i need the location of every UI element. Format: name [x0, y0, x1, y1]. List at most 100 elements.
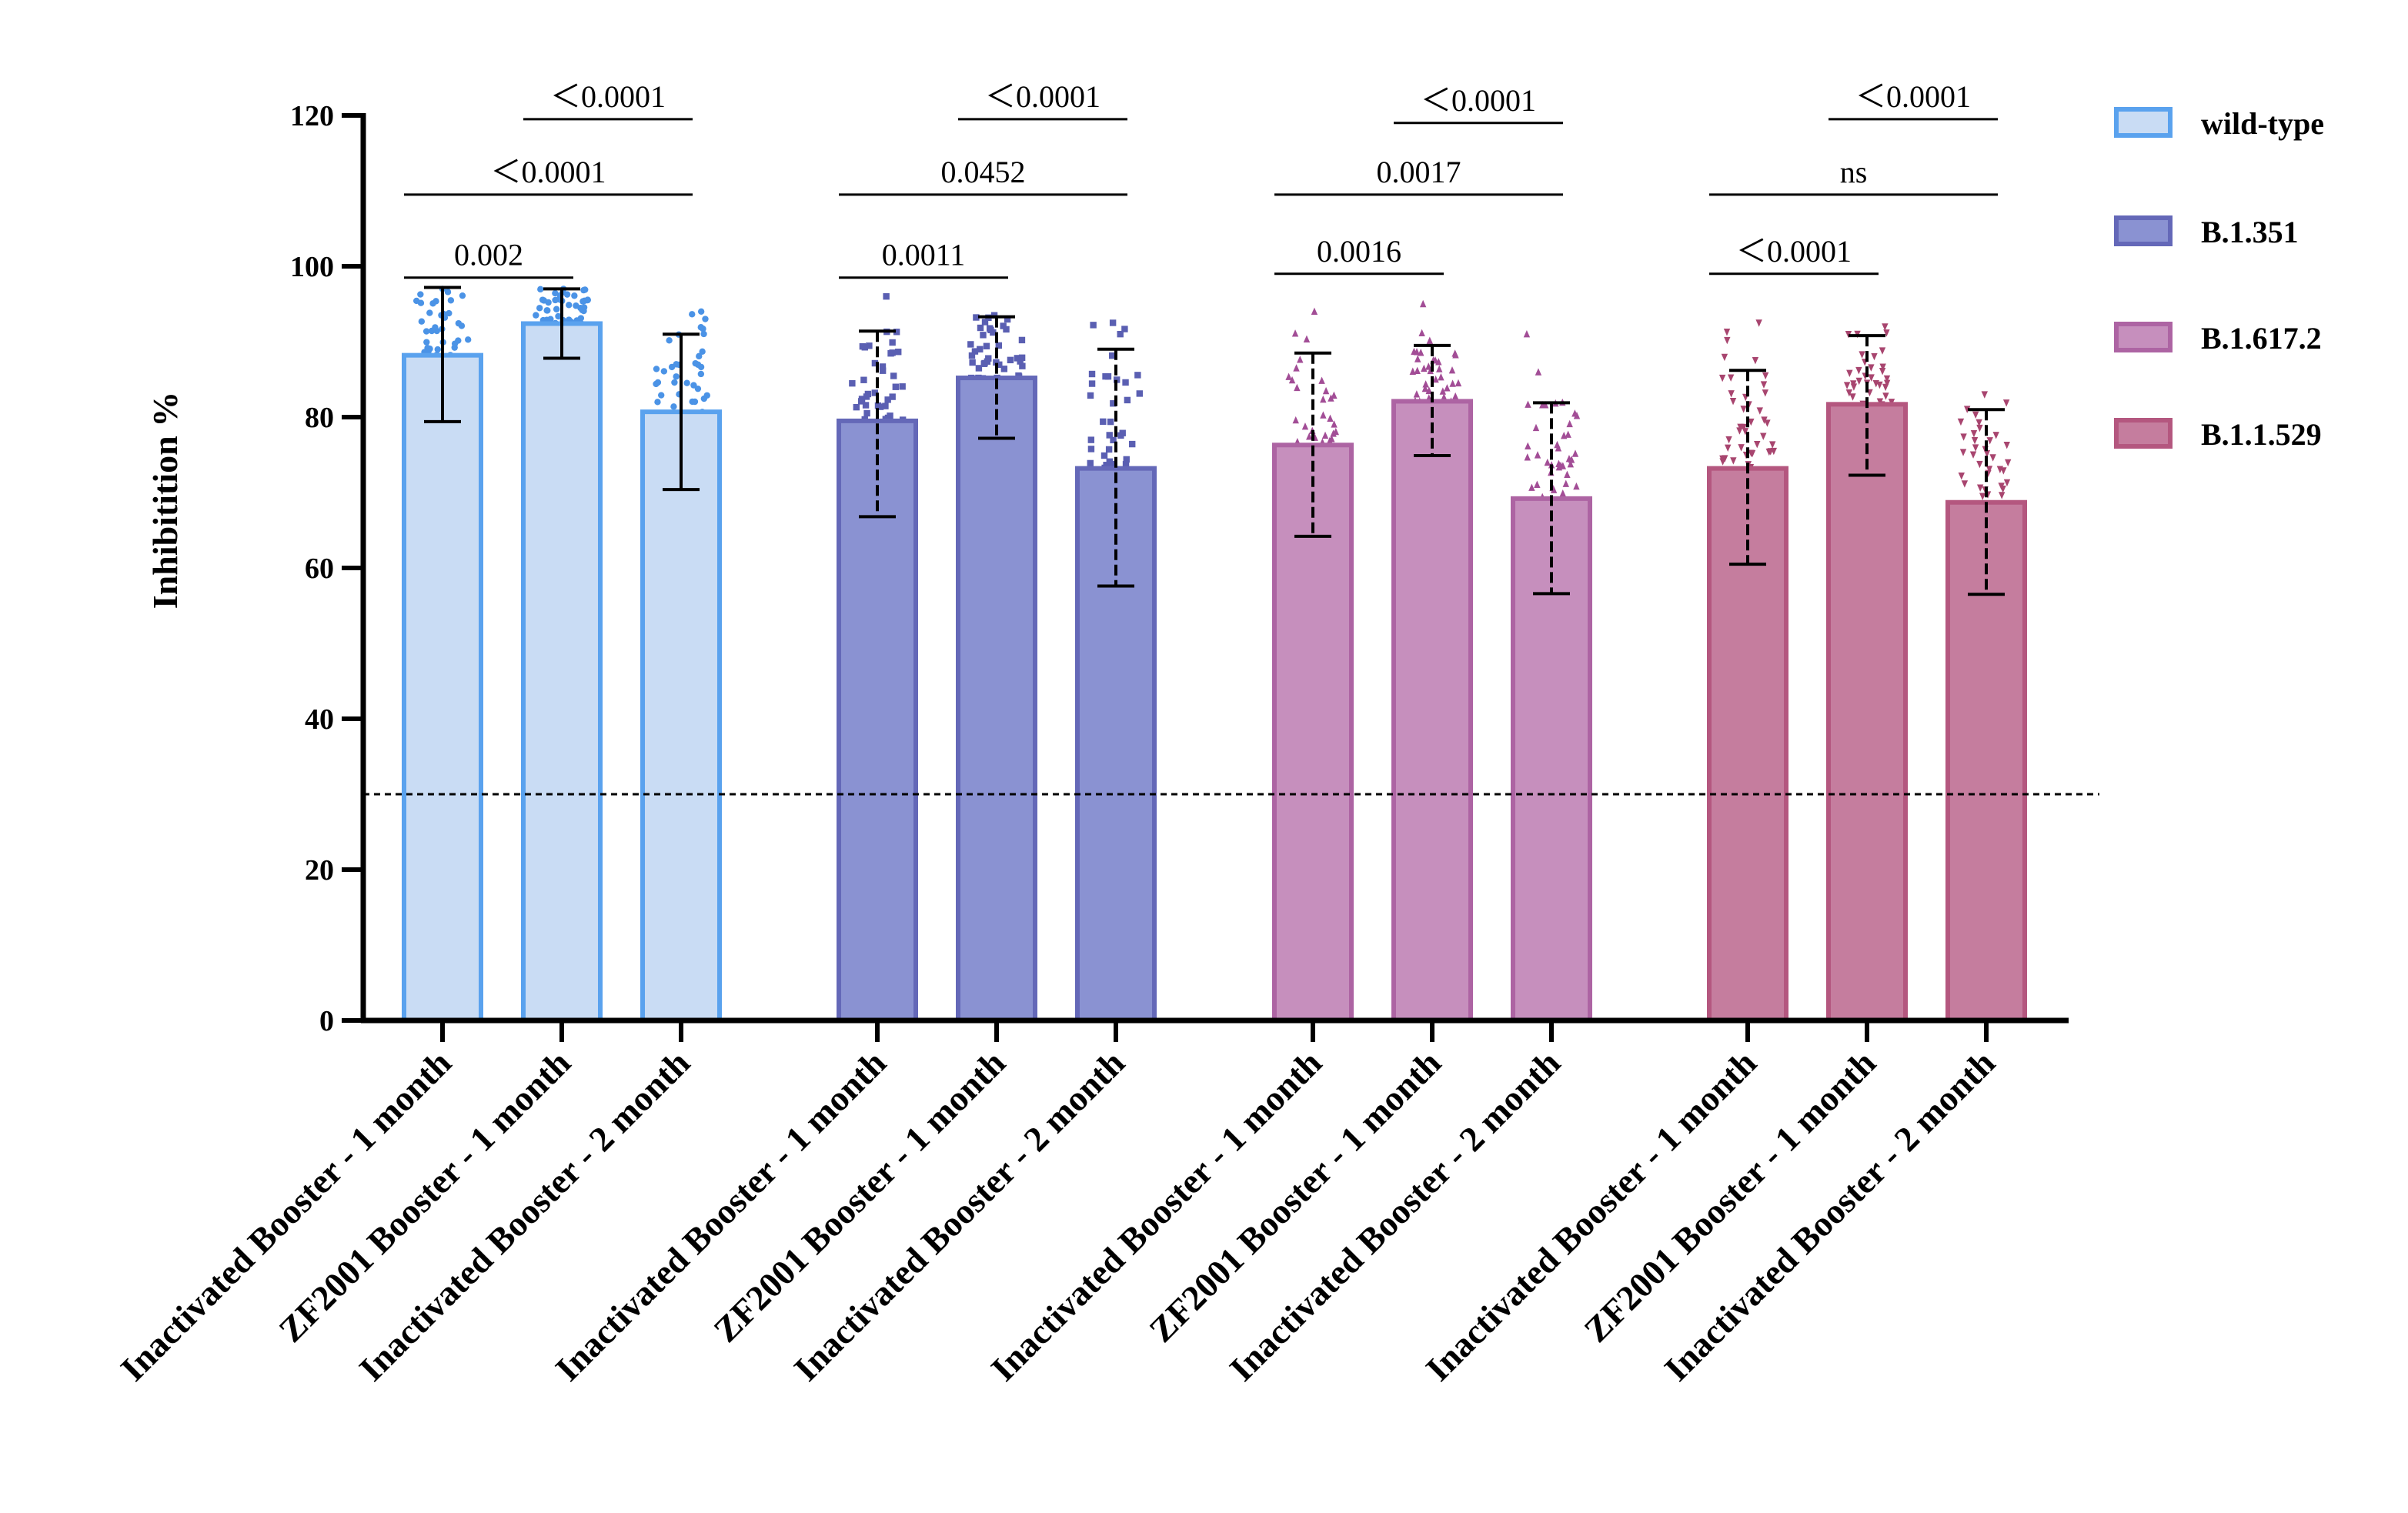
data-point — [1110, 436, 1117, 444]
data-point — [1740, 406, 1747, 413]
data-point — [670, 403, 677, 410]
data-point — [1114, 376, 1121, 383]
data-point — [425, 348, 432, 355]
data-point — [1879, 347, 1886, 355]
data-point — [2003, 479, 2011, 487]
data-point — [1975, 419, 1982, 427]
data-point — [1123, 456, 1130, 463]
data-point — [1882, 392, 1889, 400]
data-point — [691, 398, 699, 406]
bar — [1707, 466, 1788, 1023]
data-point — [973, 314, 980, 321]
data-point — [1567, 459, 1575, 468]
data-point — [1876, 398, 1884, 406]
data-point — [1960, 433, 1967, 441]
data-point — [1883, 375, 1891, 383]
data-point — [1972, 444, 1979, 452]
data-point — [1004, 316, 1011, 323]
data-point — [995, 342, 1002, 349]
data-point — [455, 337, 462, 344]
data-point — [1003, 326, 1010, 333]
data-point — [1760, 381, 1768, 389]
data-point — [654, 399, 661, 406]
data-point — [1422, 380, 1429, 388]
data-point — [1134, 372, 1141, 379]
data-point — [666, 337, 673, 344]
data-point — [1124, 396, 1131, 404]
data-point — [882, 402, 889, 409]
data-point — [1301, 423, 1309, 430]
legend-label: B.1.1.529 — [2201, 417, 2322, 452]
legend-label: wild-type — [2201, 106, 2324, 141]
data-point — [1117, 432, 1124, 439]
data-point — [1719, 455, 1726, 463]
data-point — [860, 376, 867, 383]
data-point — [1014, 355, 1021, 362]
data-point — [1963, 406, 1971, 413]
data-point — [434, 346, 441, 353]
significance-label: 0.0011 — [882, 238, 966, 272]
data-point — [1992, 432, 1999, 439]
data-point — [884, 396, 891, 403]
data-point — [1762, 389, 1769, 397]
data-point — [1444, 384, 1451, 392]
legend-swatch — [2114, 322, 2173, 352]
data-point — [1755, 319, 1762, 327]
data-point — [1421, 364, 1428, 372]
data-point — [977, 346, 984, 352]
y-tick-label: 20 — [305, 854, 334, 887]
data-point — [700, 330, 707, 338]
data-point — [1330, 429, 1337, 437]
data-point — [1019, 362, 1026, 369]
data-point — [2003, 442, 2010, 449]
data-point — [862, 402, 870, 409]
data-point — [1976, 460, 1983, 469]
data-point — [1105, 446, 1113, 453]
data-point — [1441, 392, 1448, 401]
significance-label: 0.0016 — [1317, 234, 1401, 269]
legend-swatch — [2114, 215, 2173, 246]
data-point — [1535, 368, 1542, 376]
data-point — [1539, 401, 1546, 409]
data-point — [697, 308, 705, 315]
bar — [1075, 466, 1157, 1023]
data-point — [1571, 409, 1578, 417]
y-axis-title: Inhibitition % — [145, 392, 185, 610]
legend-label: B.1.351 — [2201, 215, 2299, 249]
data-point — [889, 339, 896, 346]
data-point — [1566, 419, 1573, 428]
data-point — [887, 412, 893, 419]
data-point — [1748, 418, 1755, 426]
data-point — [1425, 362, 1432, 370]
data-point — [2002, 399, 2010, 407]
data-point — [2004, 459, 2012, 467]
significance-label: ＜0.0001 — [1736, 234, 1852, 269]
data-point — [1971, 436, 1979, 445]
data-point — [552, 296, 559, 304]
data-point — [1958, 473, 1965, 480]
data-point — [417, 299, 425, 306]
data-point — [1534, 480, 1541, 488]
data-point — [533, 312, 539, 319]
data-point — [697, 324, 704, 331]
data-point — [1754, 440, 1761, 449]
data-point — [871, 359, 879, 367]
data-point — [1306, 433, 1313, 440]
data-point — [1879, 368, 1886, 376]
data-point — [1855, 377, 1862, 386]
data-point — [1762, 372, 1769, 380]
data-point — [1725, 436, 1732, 444]
data-point — [1845, 389, 1853, 397]
bar — [640, 409, 722, 1023]
data-point — [536, 305, 543, 312]
significance-annotations: 0.002 ＜0.0001 ＜0.0001 0.0011 0.0452 ＜0.0001 0.… — [404, 79, 1998, 279]
data-point — [980, 332, 987, 339]
data-point — [690, 382, 697, 389]
data-point — [1555, 444, 1562, 452]
data-point — [1122, 379, 1129, 386]
data-point — [1087, 446, 1095, 453]
data-point — [981, 319, 989, 326]
data-point — [968, 352, 976, 359]
data-point — [1573, 482, 1580, 490]
data-point — [1528, 483, 1535, 491]
